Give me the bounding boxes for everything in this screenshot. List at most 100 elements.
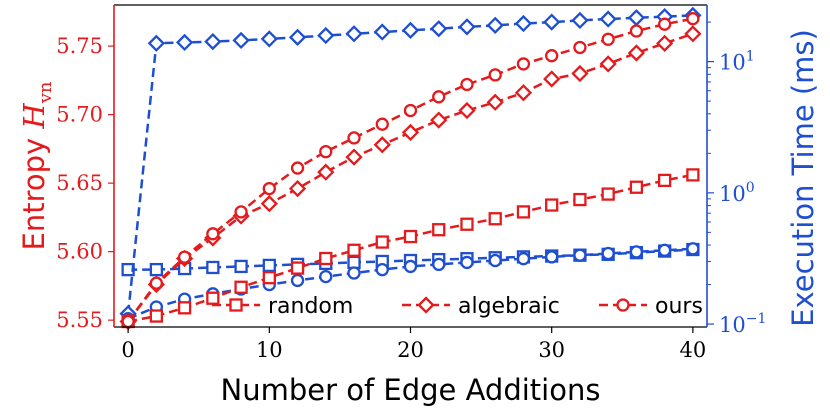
y-left-tick-label: 5.70 [56, 103, 103, 127]
time-point-ours [347, 266, 361, 280]
time-point-random [234, 259, 248, 274]
entropy-point-ours [488, 68, 502, 82]
entropy-point-ours [573, 40, 587, 55]
time-point-random [347, 255, 361, 270]
entropy-point-algebraic [684, 25, 702, 43]
legend-label: random [268, 294, 353, 319]
entropy-point-algebraic [543, 70, 561, 88]
entropy-point-algebraic [514, 84, 533, 102]
time-point-ours [375, 262, 389, 277]
entropy-point-ours [686, 12, 700, 26]
entropy-point-random [601, 187, 615, 201]
entropy-point-algebraic [656, 34, 674, 52]
entropy-point-random [488, 212, 502, 226]
entropy-point-random [206, 291, 220, 305]
entropy-point-random [686, 168, 700, 182]
entropy-point-random [290, 261, 305, 275]
entropy-point-random [573, 192, 587, 207]
entropy-point-ours [629, 24, 644, 38]
y-left-axis-label: Entropy Hvn [17, 81, 56, 250]
y-right-tick-label: 100 [719, 180, 755, 206]
y-left-tick-label: 5.65 [56, 171, 103, 195]
entropy-point-random [432, 223, 446, 237]
time-point-algebraic [401, 21, 420, 39]
time-point-algebraic [175, 33, 194, 52]
entropy-point-ours [319, 144, 333, 159]
entropy-point-random [262, 271, 276, 285]
time-point-ours [403, 259, 418, 274]
entropy-point-ours [234, 205, 248, 219]
time-point-ours [432, 257, 446, 272]
y-right-tick-label: 10−1 [719, 311, 766, 337]
entropy-point-ours [601, 32, 615, 46]
entropy-point-algebraic [571, 64, 589, 83]
time-point-algebraic [345, 25, 363, 43]
legend-label: algebraic [458, 294, 560, 319]
entropy-point-ours [149, 276, 164, 290]
time-point-algebraic [486, 16, 504, 34]
x-axis-label: Number of Edge Additions [221, 373, 601, 407]
time-point-random [149, 262, 164, 277]
entropy-point-ours [657, 17, 672, 31]
entropy-point-random [516, 205, 531, 219]
entropy-point-ours [290, 161, 305, 175]
x-tick-label: 20 [397, 338, 424, 362]
entropy-point-ours [432, 90, 446, 104]
entropy-point-algebraic [627, 44, 646, 62]
entropy-point-ours [347, 131, 361, 145]
entropy-point-random [460, 217, 474, 231]
entropy-point-algebraic [288, 179, 307, 198]
x-tick-label: 0 [121, 338, 134, 362]
y-left-tick-label: 5.55 [56, 308, 103, 332]
time-point-algebraic [373, 23, 391, 41]
y-left-tick-label: 5.60 [56, 240, 103, 264]
time-point-ours [488, 253, 502, 268]
y-right-axis-label: Execution Time (ms) [786, 29, 820, 327]
time-point-random [262, 258, 276, 273]
entropy-point-ours [121, 314, 135, 329]
entropy-point-random [657, 173, 672, 188]
x-tick-label: 40 [680, 338, 707, 362]
entropy-series-algebraic [119, 25, 702, 331]
legend-label: ours [655, 294, 703, 319]
entropy-series-random [121, 168, 700, 329]
entropy-point-random [403, 229, 418, 244]
entropy-point-ours [516, 57, 531, 71]
time-point-algebraic [204, 32, 222, 51]
time-point-algebraic [458, 18, 476, 36]
time-point-algebraic [543, 13, 561, 31]
entropy-point-ours [403, 103, 418, 118]
time-point-random [206, 260, 220, 275]
time-point-ours [601, 246, 615, 261]
x-tick-label: 30 [538, 338, 565, 362]
entropy-point-ours [375, 117, 389, 131]
entropy-point-ours [177, 250, 192, 264]
entropy-point-random [545, 198, 559, 212]
legend-marker [229, 298, 243, 312]
entropy-point-random [347, 243, 361, 257]
entropy-point-algebraic [260, 195, 278, 213]
entropy-point-random [629, 180, 644, 194]
entropy-point-algebraic [599, 55, 617, 73]
time-point-algebraic [599, 10, 617, 28]
time-point-ours [545, 250, 559, 264]
time-point-ours [460, 255, 474, 270]
time-point-algebraic [514, 14, 533, 33]
legend-marker [417, 296, 435, 314]
legend: random algebraic ours [212, 294, 703, 319]
time-point-algebraic [317, 26, 335, 45]
time-point-algebraic [232, 31, 250, 50]
entropy-point-ours [460, 77, 474, 92]
entropy-point-algebraic [458, 101, 476, 120]
time-point-ours [629, 245, 644, 259]
entropy-line-algebraic [127, 32, 694, 323]
time-point-ours [657, 243, 672, 257]
legend-marker [616, 298, 630, 312]
entropy-point-algebraic [430, 111, 448, 129]
entropy-point-random [177, 301, 192, 315]
time-point-algebraic [147, 34, 165, 52]
legend-item: algebraic [402, 294, 560, 319]
time-point-algebraic [627, 9, 646, 27]
entropy-point-algebraic [401, 123, 420, 142]
legend-item: ours [599, 294, 703, 319]
